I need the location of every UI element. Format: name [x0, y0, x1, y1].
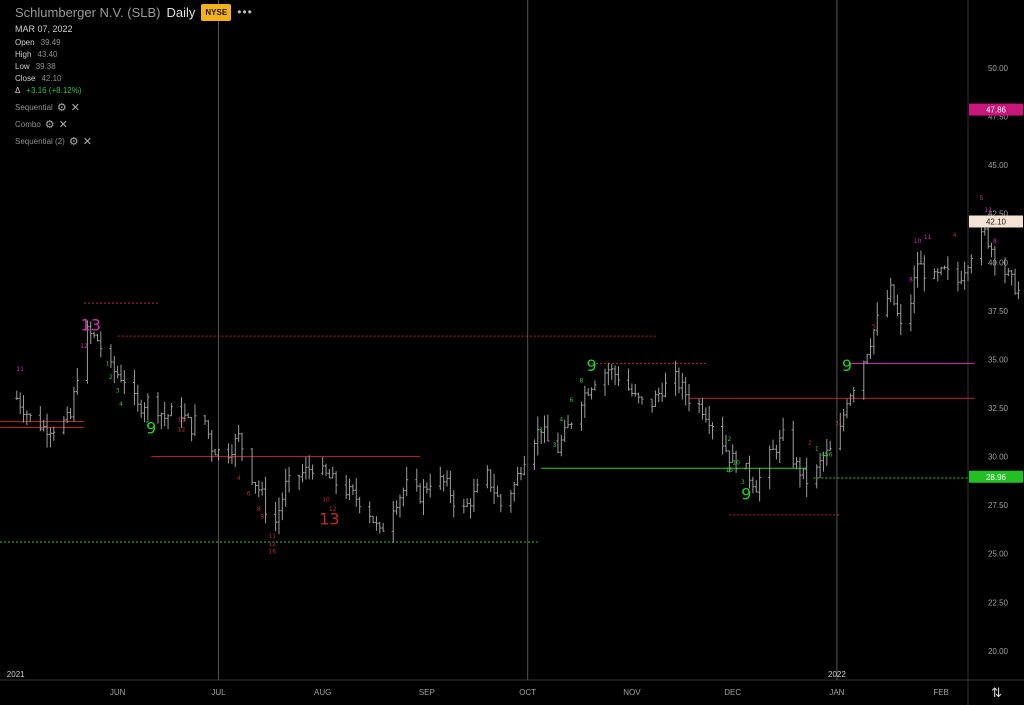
x-tick-label: OCT	[519, 688, 536, 697]
sequential-signal: 9	[146, 418, 156, 437]
sequential-count: 10	[914, 238, 922, 245]
x-tick-label: JUN	[110, 688, 126, 697]
sequential-count: 11	[16, 366, 24, 373]
year-label: 2021	[7, 670, 25, 679]
sequential-count: 12	[268, 541, 276, 548]
sequential-count: 12	[178, 426, 186, 433]
chart-header: Schlumberger N.V. (SLB) Daily NYSE ••• M…	[15, 4, 253, 148]
sequential-count: 15	[726, 467, 734, 474]
x-tick-label: FEB	[933, 688, 949, 697]
sequential-count: 8	[993, 238, 997, 245]
close-icon[interactable]: ✕	[70, 102, 80, 114]
price-tag	[969, 470, 1023, 483]
study-sequential: Sequential ⚙ ✕	[15, 102, 80, 114]
sequential-count: 2	[808, 440, 812, 447]
sequential-count: 10	[322, 496, 330, 503]
x-tick-label: AUG	[314, 688, 331, 697]
sequential-count: 1	[539, 426, 543, 433]
sequential-count: 5	[980, 195, 984, 202]
ohlc-low: Low 39.38	[15, 62, 56, 71]
y-tick-label: 25.00	[988, 550, 1009, 559]
gear-icon[interactable]: ⚙	[44, 119, 55, 131]
sequential-count: 1	[815, 446, 819, 453]
price-tag	[969, 103, 1023, 116]
sequential-signal: 9	[586, 356, 596, 375]
sequential-count: 6	[569, 397, 573, 404]
exchange-badge: NYSE	[201, 4, 232, 21]
y-tick-label: 22.50	[988, 598, 1009, 607]
y-tick-label: 42.50	[988, 210, 1009, 219]
sequential-signal: 9	[741, 484, 751, 503]
sequential-count: 8	[257, 506, 261, 513]
sequential-count: 3	[835, 420, 839, 427]
sequential-signal: 9	[842, 356, 852, 375]
sequential-count: 10	[732, 459, 740, 466]
sequential-count: 3	[741, 479, 745, 486]
period-label[interactable]: Daily	[166, 5, 196, 20]
x-tick-label: DEC	[724, 688, 741, 697]
year-label: 2022	[828, 670, 846, 679]
gear-icon[interactable]: ⚙	[56, 102, 67, 114]
study-combo: Combo ⚙ ✕	[15, 119, 68, 131]
sequential-count: 5	[146, 420, 150, 427]
y-tick-label: 50.00	[988, 64, 1009, 73]
x-tick-label: NOV	[623, 688, 641, 697]
price-tag-label: 47.86	[986, 106, 1007, 115]
sequential-count: 9	[260, 514, 264, 521]
sequential-count: 2	[230, 455, 234, 462]
sequential-count: 3	[553, 442, 557, 449]
price-tag-label: 42.10	[986, 217, 1007, 226]
close-icon[interactable]: ✕	[82, 136, 92, 148]
ohlc-close: Close 42.10	[15, 74, 62, 83]
y-tick-label: 30.00	[988, 453, 1009, 462]
sequential-count: 12	[329, 506, 337, 513]
sequential-count: 16	[268, 549, 276, 556]
y-tick-label: 45.00	[988, 161, 1009, 170]
symbol-name[interactable]: Schlumberger N.V. (SLB)	[15, 5, 161, 20]
y-tick-label: 37.50	[988, 307, 1009, 316]
y-tick-label: 35.00	[988, 355, 1009, 364]
close-icon[interactable]: ✕	[58, 119, 68, 131]
price-tag-label: 28.96	[986, 473, 1007, 482]
sequential-count: 4	[119, 401, 123, 408]
y-tick-label: 27.50	[988, 501, 1009, 510]
ohlc-open: Open 39.49	[15, 38, 61, 47]
ohlc-change: Δ +3.16 (+8.12%)	[15, 86, 82, 95]
y-tick-label: 20.00	[988, 647, 1009, 656]
y-tick-label: 40.00	[988, 258, 1009, 267]
gear-icon[interactable]: ⚙	[68, 136, 79, 148]
sequential-count: 11	[924, 234, 932, 241]
sequential-count: 4	[559, 417, 563, 424]
sequential-count: 2	[109, 374, 113, 381]
price-tag	[969, 215, 1023, 228]
x-tick-label: SEP	[419, 688, 435, 697]
y-tick-label: 32.50	[988, 404, 1009, 413]
sequential-count: 2	[727, 436, 731, 443]
study-sequential-2: Sequential (2) ⚙ ✕	[15, 136, 92, 148]
sequential-count: 12	[80, 343, 88, 350]
sequential-count: 11	[268, 533, 276, 540]
sequential-count: 1	[106, 360, 110, 367]
sequential-count: 8	[909, 277, 913, 284]
sequential-count: 456	[821, 452, 833, 459]
sequential-count: 5	[872, 323, 876, 330]
y-tick-label: 47.50	[988, 113, 1009, 122]
sequential-count: 11	[178, 417, 186, 424]
axis-reset-icon[interactable]: ⇅	[991, 685, 1002, 700]
sequential-signal: 13	[81, 315, 101, 334]
sequential-count: 4	[953, 232, 957, 239]
x-tick-label: JUL	[211, 688, 226, 697]
bar-date: MAR 07, 2022	[15, 24, 73, 34]
sequential-count: 8	[580, 378, 584, 385]
sequential-count: 12	[984, 207, 992, 214]
sequential-count: 3	[116, 387, 120, 394]
x-tick-label: JAN	[829, 688, 844, 697]
ohlc-high: High 43.40	[15, 50, 58, 59]
more-icon[interactable]: •••	[237, 5, 253, 19]
sequential-count: 6	[247, 490, 251, 497]
sequential-count: 4	[237, 475, 241, 482]
sequential-signal: 13	[319, 510, 339, 529]
